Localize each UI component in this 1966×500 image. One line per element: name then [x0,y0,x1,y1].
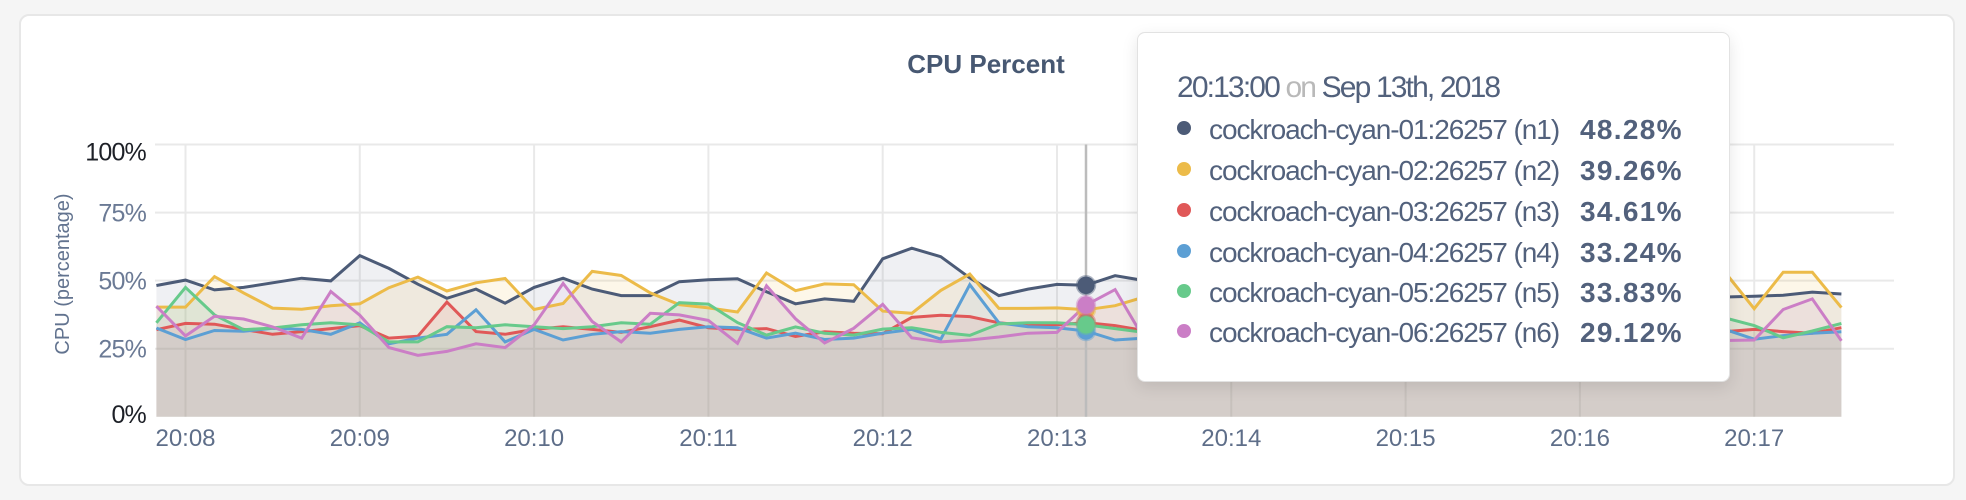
svg-text:20:13: 20:13 [1027,425,1087,452]
svg-text:100%: 100% [85,139,146,167]
svg-text:50%: 50% [98,268,146,296]
svg-text:20:10: 20:10 [504,425,564,452]
svg-text:20:08: 20:08 [155,425,215,452]
svg-text:20:15: 20:15 [1376,425,1436,452]
svg-text:20:16: 20:16 [1550,425,1610,452]
svg-text:20:11: 20:11 [679,425,737,452]
svg-text:20:14: 20:14 [1201,425,1261,452]
svg-text:25%: 25% [98,336,146,364]
svg-text:20:17: 20:17 [1724,425,1784,452]
svg-text:20:12: 20:12 [853,425,913,452]
svg-text:CPU (percentage): CPU (percentage) [52,193,74,354]
svg-text:0%: 0% [111,401,146,429]
svg-text:20:09: 20:09 [330,425,390,452]
svg-text:75%: 75% [98,200,146,228]
